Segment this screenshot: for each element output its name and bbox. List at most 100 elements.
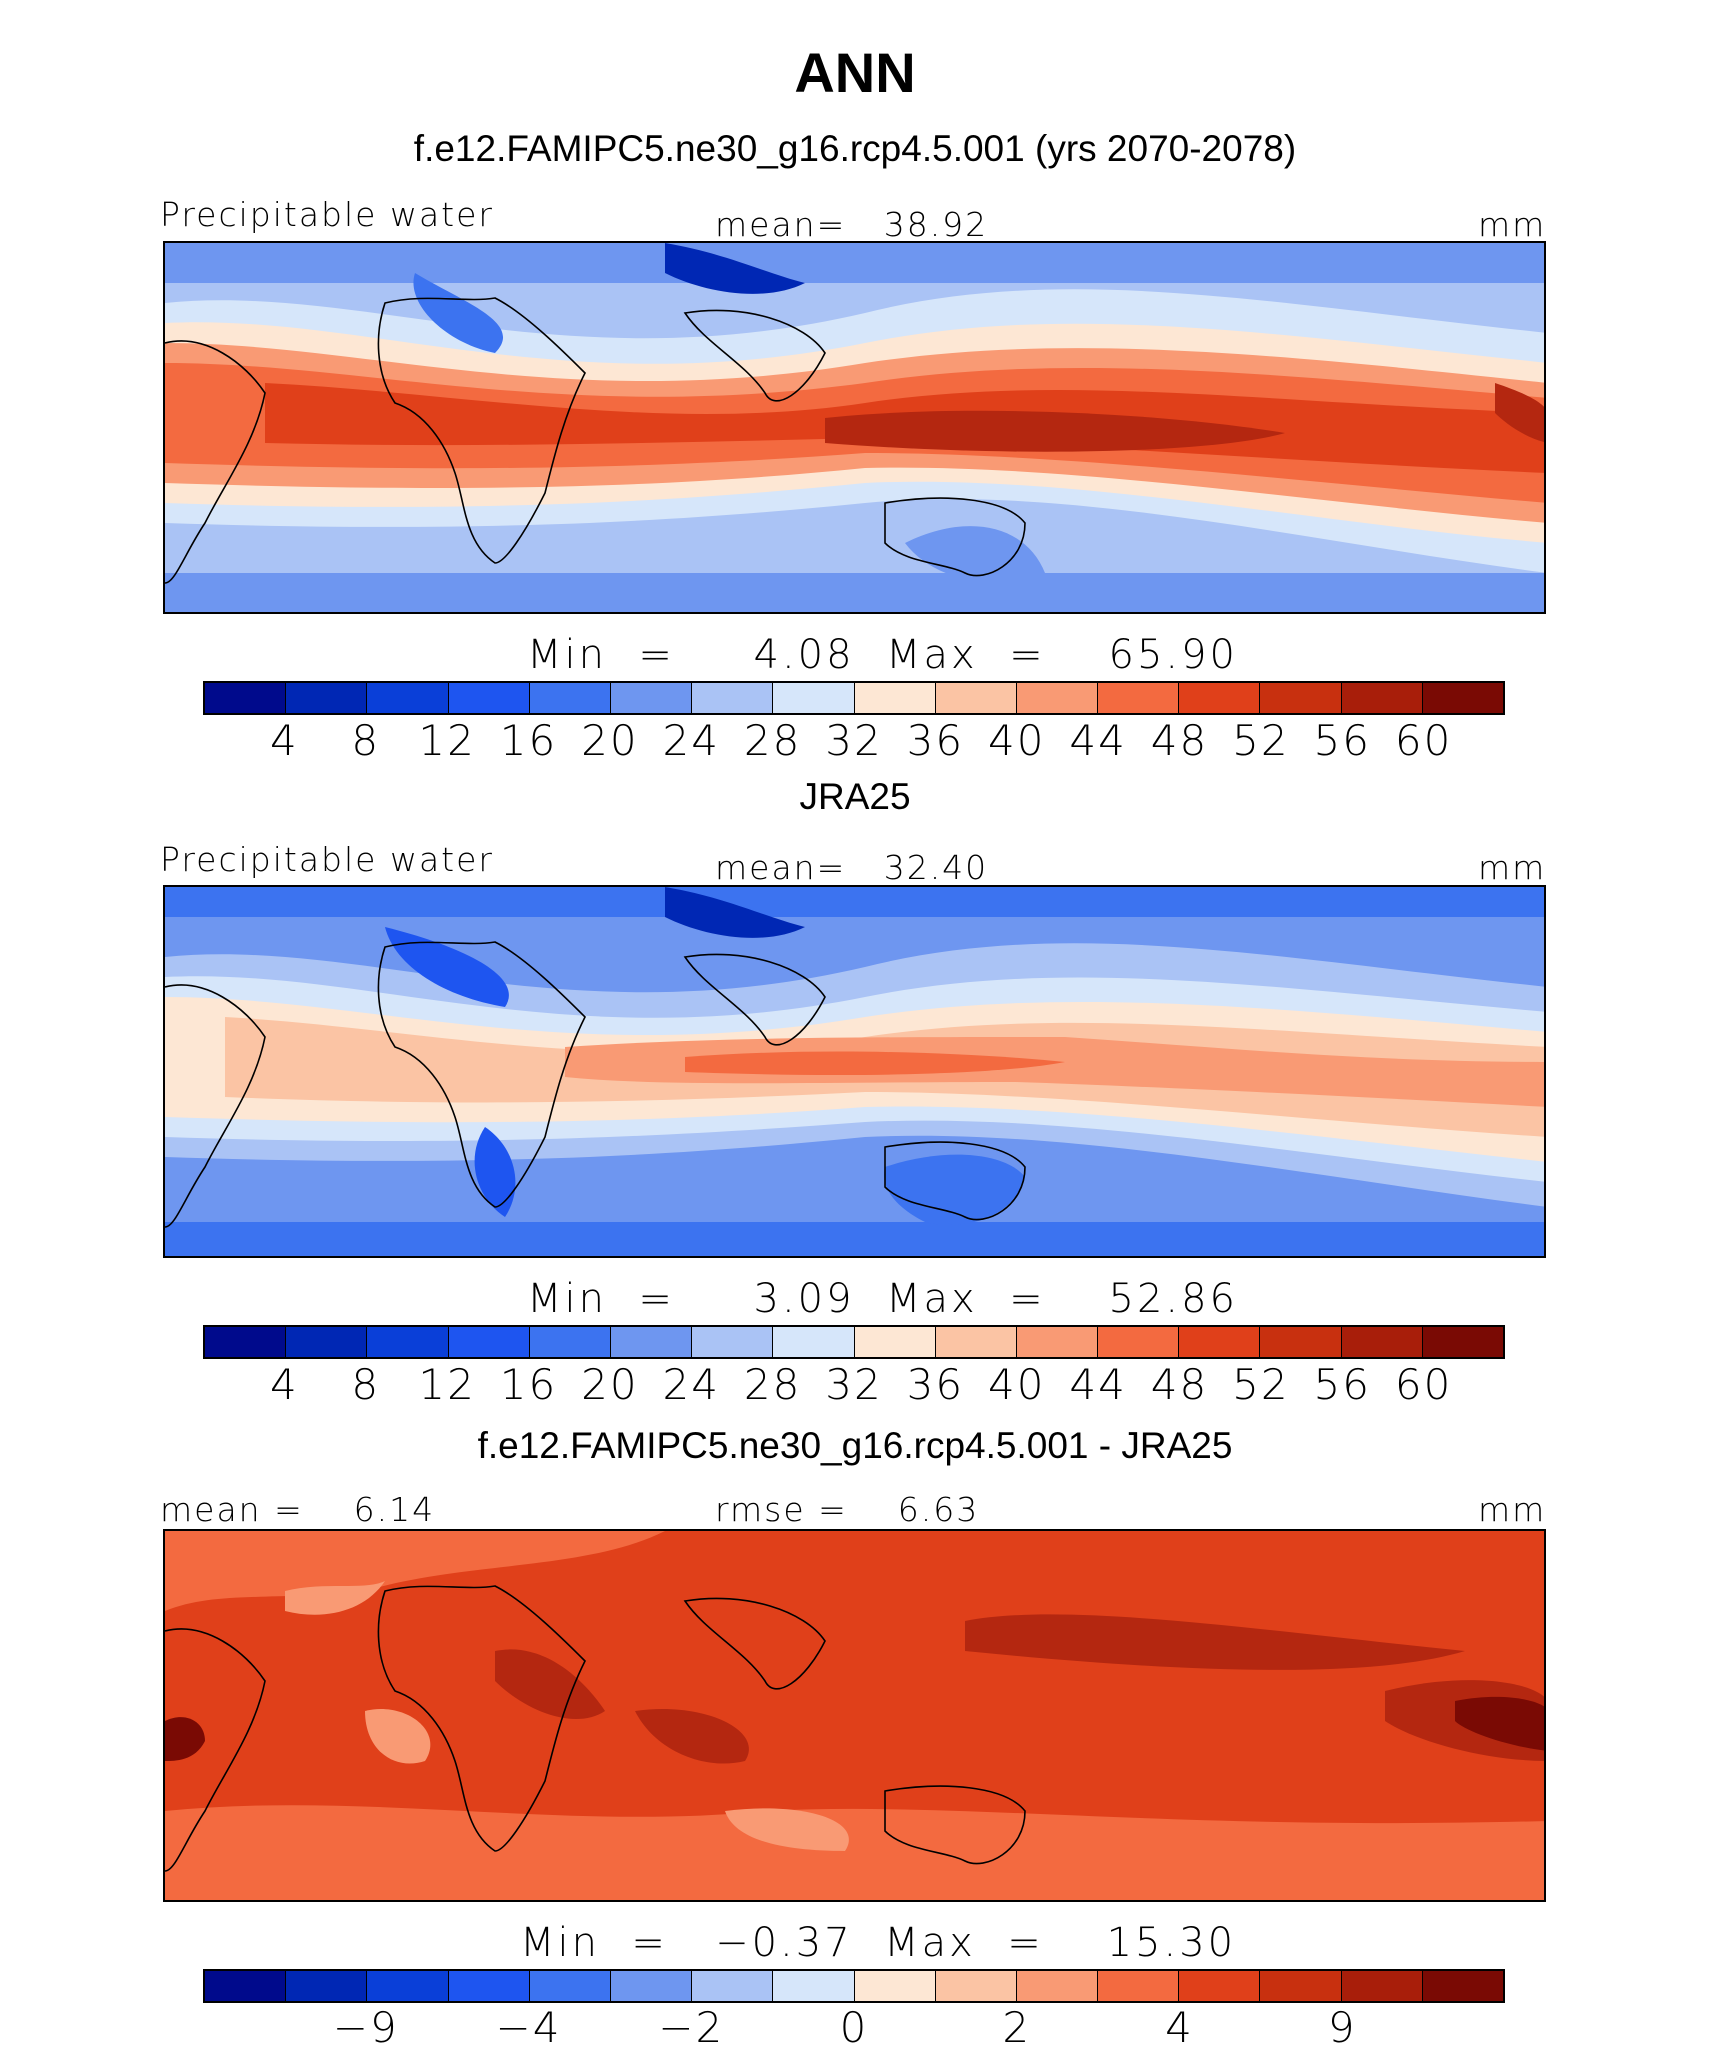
colorbar-swatch (1098, 683, 1180, 713)
colorbar-swatch (448, 1327, 530, 1357)
panel-1-mean-label: mean= 38.92 (715, 205, 989, 244)
colorbar-tick: −9 (332, 2003, 399, 2052)
colorbar-swatch (529, 1327, 611, 1357)
panel-3-units: mm (1478, 1490, 1547, 1529)
colorbar-tick: 44 (1069, 716, 1127, 765)
colorbar-swatch (935, 1971, 1017, 2001)
colorbar-swatch (1016, 1327, 1099, 1357)
colorbar-swatch (854, 1971, 936, 2001)
panel-2-title: JRA25 (799, 776, 911, 817)
colorbar-tick: 4 (270, 1360, 299, 1409)
colorbar-tick: 60 (1394, 716, 1453, 765)
panel-1-minmax: Min = 4.08 Max = 65.90 (527, 632, 1238, 678)
colorbar-swatch (692, 1971, 774, 2001)
colorbar-tick: 40 (988, 716, 1046, 765)
panel-3-minmax: Min = −0.37 Max = 15.30 (520, 1920, 1237, 1966)
panel-3-mean-label: mean = 6.14 (160, 1490, 436, 1529)
colorbar-tick: 0 (839, 2003, 869, 2052)
colorbar-tick: 60 (1394, 1360, 1453, 1409)
panel-1-colorbar (203, 681, 1505, 715)
colorbar-tick: 36 (906, 716, 965, 765)
colorbar-swatch (1260, 1327, 1342, 1357)
colorbar-tick: 52 (1232, 716, 1290, 765)
colorbar-tick: 48 (1150, 716, 1209, 765)
colorbar-swatch (1260, 683, 1342, 713)
colorbar-swatch (1179, 1327, 1261, 1357)
colorbar-tick: 40 (988, 1360, 1046, 1409)
colorbar-tick: 20 (581, 716, 639, 765)
panel-3-title: f.e12.FAMIPC5.ne30_g16.rcp4.5.001 - JRA2… (477, 1425, 1233, 1466)
colorbar-swatch (286, 1971, 368, 2001)
figure-title: ANN (794, 41, 916, 104)
colorbar-swatch (610, 1327, 693, 1357)
colorbar-swatch (935, 683, 1017, 713)
panel-2-map (163, 885, 1546, 1258)
colorbar-swatch (610, 683, 693, 713)
panel-1-title: f.e12.FAMIPC5.ne30_g16.rcp4.5.001 (yrs 2… (413, 128, 1297, 169)
panel-2-colorbar (203, 1325, 1505, 1359)
colorbar-swatch (448, 683, 530, 713)
colorbar-swatch (1179, 1971, 1261, 2001)
colorbar-swatch (854, 1327, 936, 1357)
panel-1-map (163, 241, 1546, 614)
panel-3-map-svg (165, 1531, 1544, 1900)
colorbar-swatch (692, 683, 774, 713)
colorbar-swatch (367, 1971, 449, 2001)
colorbar-swatch (935, 1327, 1017, 1357)
colorbar-tick: 16 (499, 1360, 558, 1409)
colorbar-swatch (367, 1327, 449, 1357)
colorbar-tick: 9 (1327, 2003, 1357, 2052)
colorbar-tick: 48 (1150, 1360, 1209, 1409)
colorbar-tick: 24 (662, 716, 720, 765)
colorbar-tick: 8 (351, 716, 381, 765)
panel-3-rmse-label: rmse = 6.63 (715, 1490, 980, 1529)
colorbar-swatch (1422, 1327, 1503, 1357)
colorbar-swatch (529, 683, 611, 713)
colorbar-tick: −2 (658, 2003, 725, 2052)
colorbar-tick: 32 (825, 1360, 883, 1409)
colorbar-swatch (448, 1971, 530, 2001)
colorbar-swatch (1422, 683, 1503, 713)
colorbar-tick: 4 (1165, 2003, 1194, 2052)
panel-3-map (163, 1529, 1546, 1902)
panel-1-units: mm (1478, 205, 1547, 244)
colorbar-swatch (286, 1327, 368, 1357)
colorbar-swatch (1098, 1327, 1180, 1357)
panel-2-colorbar-ticks: 4 8 12 16 20 24 28 32 36 40 44 48 52 56 … (203, 1360, 1505, 1410)
colorbar-swatch (205, 1971, 287, 2001)
colorbar-tick: 28 (743, 1360, 802, 1409)
colorbar-tick: 56 (1313, 716, 1371, 765)
colorbar-swatch (1341, 1327, 1423, 1357)
panel-2-map-svg (165, 887, 1544, 1256)
colorbar-swatch (1098, 1971, 1180, 2001)
colorbar-tick: 2 (1002, 2003, 1032, 2052)
colorbar-tick: 32 (825, 716, 883, 765)
colorbar-tick: 28 (743, 716, 802, 765)
colorbar-tick: 56 (1313, 1360, 1371, 1409)
colorbar-swatch (610, 1971, 693, 2001)
colorbar-swatch (1260, 1971, 1342, 2001)
colorbar-tick: 12 (418, 716, 476, 765)
colorbar-tick: 52 (1232, 1360, 1290, 1409)
colorbar-swatch (286, 683, 368, 713)
colorbar-tick: −4 (495, 2003, 562, 2052)
colorbar-swatch (854, 683, 936, 713)
colorbar-tick: 36 (906, 1360, 965, 1409)
panel-2-variable-label: Precipitable water (160, 840, 494, 879)
colorbar-swatch (773, 1327, 855, 1357)
panel-2-units: mm (1478, 848, 1547, 887)
colorbar-swatch (529, 1971, 611, 2001)
colorbar-swatch (1016, 1971, 1099, 2001)
colorbar-swatch (1016, 683, 1099, 713)
colorbar-swatch (1341, 683, 1423, 713)
colorbar-swatch (1341, 1971, 1423, 2001)
colorbar-swatch (773, 1971, 855, 2001)
colorbar-swatch (1179, 683, 1261, 713)
colorbar-swatch (205, 1327, 287, 1357)
colorbar-tick: 24 (662, 1360, 720, 1409)
colorbar-tick: 20 (581, 1360, 639, 1409)
colorbar-tick: 16 (499, 716, 558, 765)
panel-1-colorbar-ticks: 4 8 12 16 20 24 28 32 36 40 44 48 52 56 … (203, 716, 1505, 766)
colorbar-tick: 12 (418, 1360, 476, 1409)
panel-1-variable-label: Precipitable water (160, 195, 494, 234)
